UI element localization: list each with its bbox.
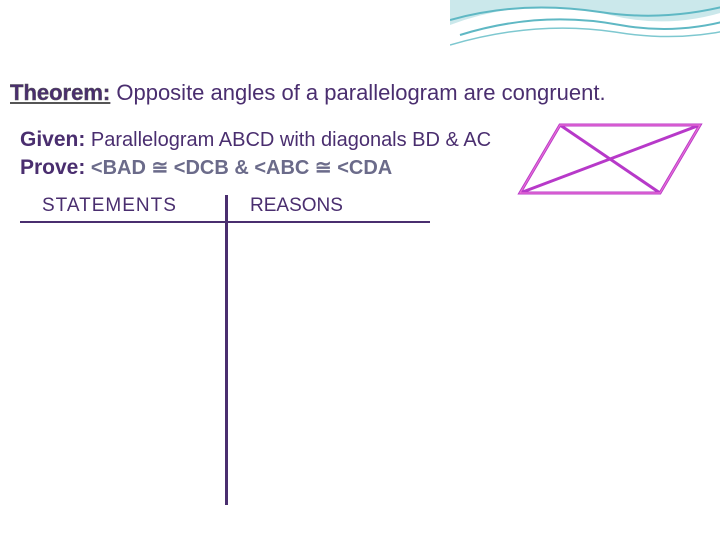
theorem-text: Opposite angles of a parallelogram are c… xyxy=(110,80,605,105)
prove-line: Prove: <BAD ≅ <DCB & <ABC ≅ <CDA xyxy=(20,155,392,180)
theorem-label-outline: Theorem: xyxy=(10,80,110,106)
prove-label: Prove: xyxy=(20,156,85,179)
table-vertical-line xyxy=(225,195,228,505)
statements-header: STATEMENTS xyxy=(42,195,177,217)
corner-decoration xyxy=(450,0,720,80)
given-label: Given: xyxy=(20,128,85,151)
given-line: Given: Parallelogram ABCD with diagonals… xyxy=(20,128,491,152)
prove-text: <BAD ≅ <DCB & <ABC ≅ <CDA xyxy=(85,157,392,179)
parallelogram-diagram xyxy=(515,115,705,205)
reasons-header: REASONS xyxy=(250,195,343,217)
given-text: Parallelogram ABCD with diagonals BD & A… xyxy=(85,129,491,151)
